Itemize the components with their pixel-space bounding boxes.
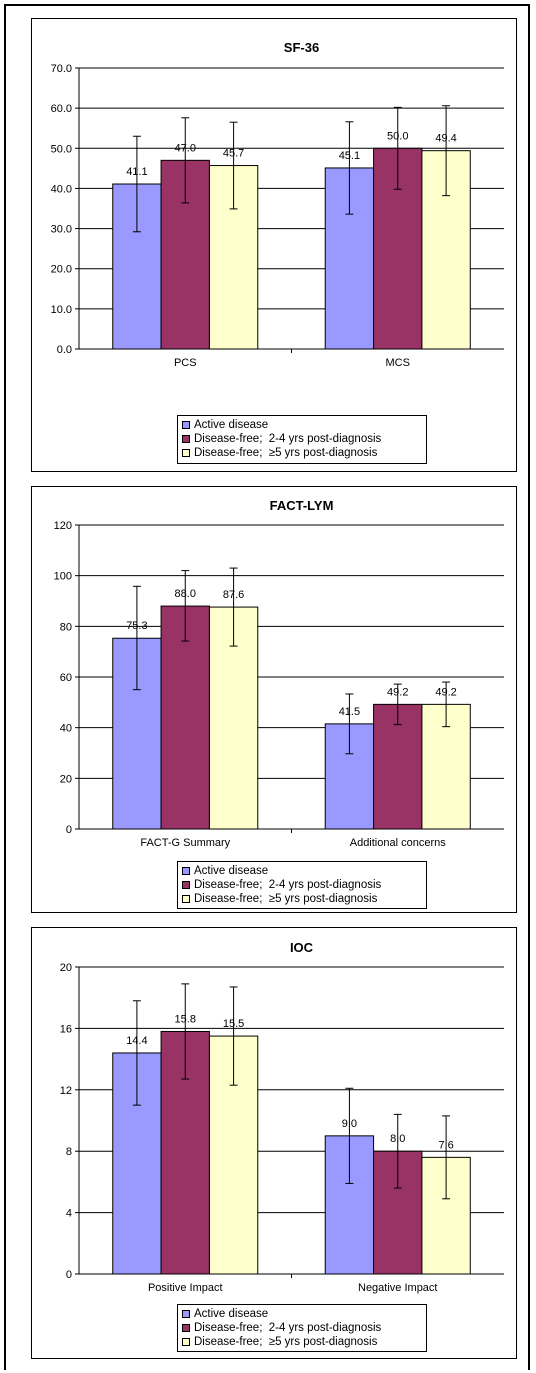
legend-item: Active disease: [182, 418, 422, 432]
legend-swatch: [182, 449, 190, 457]
legend-swatch: [182, 1324, 190, 1332]
legend-swatch: [182, 1310, 190, 1318]
legend-swatch: [182, 881, 190, 889]
y-tick-label: 20.0: [51, 264, 72, 276]
legend-swatch: [182, 867, 190, 875]
category-label: MCS: [386, 357, 410, 369]
sf36-chart-panel: SF-36 0.0 10.0 20.0 30.0 40.0 50.0 60.0 70.0 PCS 4…: [31, 18, 517, 472]
category-label: Positive Impact: [148, 1282, 223, 1294]
legend-item: Disease-free; ≥5 yrs post-diagnosis: [182, 892, 422, 906]
y-tick-label: 20: [60, 962, 72, 974]
sf36-chart-svg: SF-36 0.0 10.0 20.0 30.0 40.0 50.0 60.0 70.0 PCS 4…: [51, 40, 504, 369]
data-label: 49.4: [435, 133, 456, 145]
legend-item: Active disease: [182, 1307, 422, 1321]
data-label: 50.0: [387, 130, 408, 142]
y-tick-label: 60: [60, 672, 72, 684]
y-tick-label: 10.0: [51, 304, 72, 316]
legend-label: Active disease: [194, 865, 269, 877]
data-label: 8.0: [390, 1133, 405, 1145]
y-tick-label: 0: [66, 824, 72, 836]
y-tick-label: 8: [66, 1146, 72, 1158]
y-tick-label: 0.0: [57, 344, 72, 356]
category-label: Negative Impact: [358, 1282, 437, 1294]
legend-label: Disease-free; 2-4 yrs post-diagnosis: [194, 1322, 382, 1334]
y-tick-label: 80: [60, 621, 72, 633]
legend-item: Disease-free; ≥5 yrs post-diagnosis: [182, 446, 422, 460]
legend-item: Active disease: [182, 864, 422, 878]
fact-lym-legend: Active disease Disease-free; 2-4 yrs post…: [177, 861, 427, 909]
data-label: 45.7: [223, 148, 244, 160]
chart-title: SF-36: [284, 40, 319, 55]
fact-lym-chart-panel: FACT-LYM 0 20 40 60 80 100 120 FACT-G Summary 75.…: [31, 486, 517, 913]
ioc-chart-panel: IOC 0 4 8 12 16 20 Positive Impact 14.4 15.8 15.5 N…: [31, 927, 517, 1359]
bar: [160, 605, 210, 830]
data-label: 49.2: [387, 686, 408, 698]
legend-label: Disease-free; ≥5 yrs post-diagnosis: [194, 1336, 378, 1348]
legend-label: Disease-free; 2-4 yrs post-diagnosis: [194, 879, 382, 891]
legend-swatch: [182, 421, 190, 429]
category-label: PCS: [174, 357, 197, 369]
y-tick-label: 60.0: [51, 103, 72, 115]
chart-title: FACT-LYM: [270, 498, 334, 513]
y-tick-label: 40: [60, 723, 72, 735]
legend-item: Disease-free; 2-4 yrs post-diagnosis: [182, 432, 422, 446]
y-tick-label: 30.0: [51, 224, 72, 236]
data-label: 9.0: [342, 1118, 357, 1130]
data-label: 15.5: [223, 1018, 244, 1030]
y-tick-label: 120: [54, 520, 72, 532]
data-label: 41.5: [339, 706, 360, 718]
ioc-legend: Active disease Disease-free; 2-4 yrs post…: [177, 1304, 427, 1352]
fact-lym-chart-svg: FACT-LYM 0 20 40 60 80 100 120 FACT-G Summary 75.…: [54, 498, 504, 849]
data-label: 49.2: [435, 686, 456, 698]
y-tick-label: 70.0: [51, 63, 72, 75]
chart-title: IOC: [290, 940, 314, 955]
data-label: 87.6: [223, 589, 244, 601]
figure-frame: SF-36 0.0 10.0 20.0 30.0 40.0 50.0 60.0 70.0 PCS 4…: [4, 4, 530, 1370]
y-tick-label: 0: [66, 1269, 72, 1281]
y-tick-label: 100: [54, 571, 72, 583]
legend-label: Active disease: [194, 1308, 269, 1320]
category-label: FACT-G Summary: [140, 837, 230, 849]
data-label: 14.4: [126, 1035, 147, 1047]
data-label: 88.0: [175, 588, 196, 600]
data-label: 15.8: [175, 1013, 196, 1025]
y-tick-label: 50.0: [51, 143, 72, 155]
legend-swatch: [182, 1338, 190, 1346]
legend-label: Active disease: [194, 419, 269, 431]
y-tick-label: 4: [66, 1208, 72, 1220]
legend-item: Disease-free; 2-4 yrs post-diagnosis: [182, 878, 422, 892]
legend-label: Disease-free; ≥5 yrs post-diagnosis: [194, 447, 378, 459]
data-label: 45.1: [339, 150, 360, 162]
ioc-chart-svg: IOC 0 4 8 12 16 20 Positive Impact 14.4 15.8 15.5 N…: [60, 940, 504, 1294]
legend-item: Disease-free; 2-4 yrs post-diagnosis: [182, 1321, 422, 1335]
legend-swatch: [182, 435, 190, 443]
legend-label: Disease-free; 2-4 yrs post-diagnosis: [194, 433, 382, 445]
y-tick-label: 40.0: [51, 183, 72, 195]
legend-swatch: [182, 895, 190, 903]
data-label: 41.1: [126, 166, 147, 178]
y-tick-label: 20: [60, 773, 72, 785]
data-label: 7.6: [438, 1139, 453, 1151]
category-label: Additional concerns: [350, 837, 447, 849]
data-label: 47.0: [175, 142, 196, 154]
data-label: 75.3: [126, 620, 147, 632]
y-tick-label: 16: [60, 1023, 72, 1035]
sf36-legend: Active disease Disease-free; 2-4 yrs post…: [177, 415, 427, 464]
y-tick-label: 12: [60, 1085, 72, 1097]
legend-item: Disease-free; ≥5 yrs post-diagnosis: [182, 1335, 422, 1349]
legend-label: Disease-free; ≥5 yrs post-diagnosis: [194, 893, 378, 905]
